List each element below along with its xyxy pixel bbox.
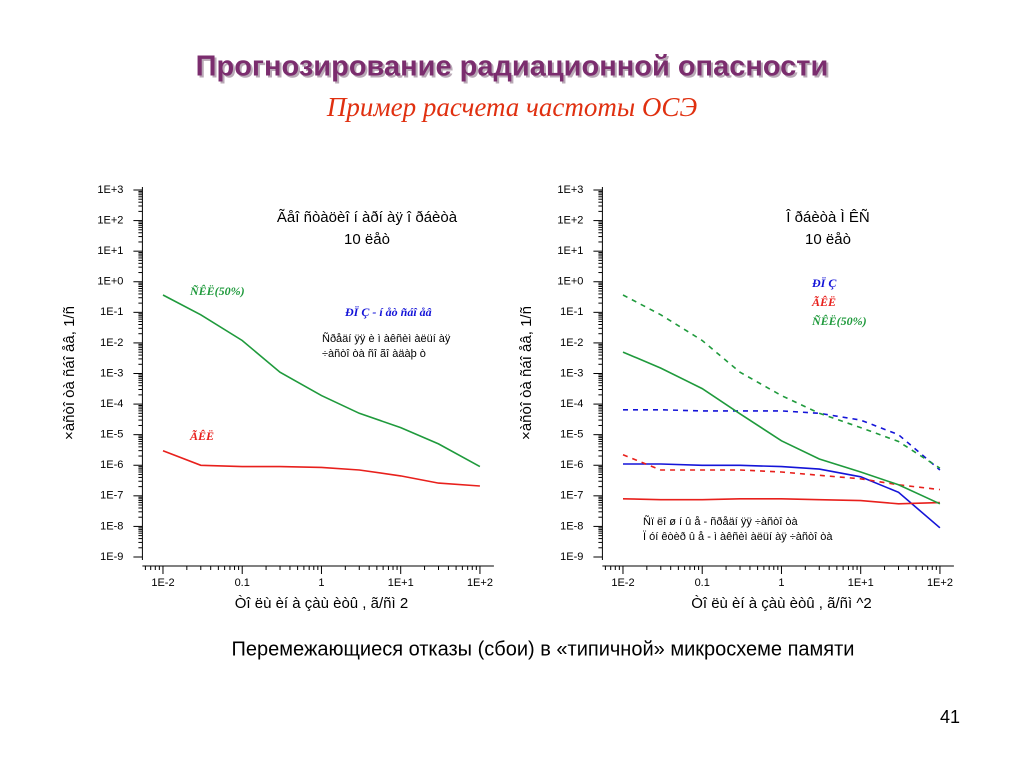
x-tick-label: 0.1 — [235, 577, 250, 589]
y-tick-label: 1E-2 — [560, 337, 583, 349]
y-tick-label: 1E-9 — [100, 551, 123, 563]
y-tick-label: 1E-1 — [560, 306, 583, 318]
series-max-line — [623, 409, 941, 471]
y-tick-label: 1E-4 — [100, 398, 123, 410]
y-tick-label: 1E+2 — [97, 214, 123, 226]
y-tick-label: 1E-8 — [560, 520, 583, 532]
series-line — [622, 498, 940, 505]
series-label: ÃÊË — [189, 429, 214, 443]
y-tick-label: 1E+1 — [557, 245, 583, 257]
note: Ñï ëî ø í û å - ñðåäí ÿÿ ÷àñòî òà — [643, 515, 799, 528]
y-tick-label: 1E-8 — [100, 520, 123, 532]
y-tick-label: 1E+3 — [557, 184, 583, 196]
x-tick-label: 1E+2 — [927, 577, 953, 589]
y-tick-label: 1E-3 — [100, 367, 123, 379]
y-tick-label: 1E-3 — [560, 367, 583, 379]
caption: Перемежающиеся отказы (сбои) в «типичной… — [232, 638, 855, 660]
slide-subtitle: Пример расчета частоты ОСЭ — [326, 92, 698, 122]
y-tick-label: 1E-5 — [100, 429, 123, 441]
series-line — [162, 449, 480, 487]
x-tick-label: 1E-2 — [611, 577, 634, 589]
series-label: ÑÊË(50%) — [189, 284, 245, 298]
y-tick-label: 1E-1 — [100, 306, 123, 318]
annotation: ÐÏ Ç - í åò ñáî åâ — [344, 305, 432, 319]
y-tick-label: 1E+3 — [97, 184, 123, 196]
series-max-line — [622, 294, 941, 469]
note: ÷àñòî òà ñî ãî àäàþ ò — [322, 348, 426, 360]
series-line — [622, 351, 941, 505]
series-line — [623, 463, 941, 529]
slide-title: Прогнозирование радиационной опасности — [196, 51, 829, 83]
x-tick-label: 1E+1 — [848, 577, 874, 589]
y-tick-label: 1E-7 — [100, 490, 123, 502]
y-axis-label: ×àñòî òà ñáî åâ, 1/ñ — [518, 306, 535, 440]
chart-title: 10 ëåò — [344, 231, 390, 248]
x-axis-label: Òî ëù èí à çàù èòû , ã/ñì ^2 — [691, 595, 872, 612]
x-tick-label: 1 — [778, 577, 784, 589]
y-tick-label: 1E-5 — [560, 429, 583, 441]
legend-entry: ÑÊË(50%) — [811, 314, 867, 328]
x-tick-label: 1 — [318, 577, 324, 589]
note: Ï óí êòèð û å - ì àêñèì àëüí àÿ ÷àñòî òà — [643, 531, 833, 543]
y-tick-label: 1E-6 — [560, 459, 583, 471]
note: Ñðåäí ÿÿ è ì àêñèì àëüí àÿ — [322, 332, 451, 345]
x-tick-label: 1E+1 — [388, 577, 414, 589]
x-tick-label: 0.1 — [695, 577, 710, 589]
title-shadow: Прогнозирование радиационной опасности — [198, 53, 831, 85]
series-max-line — [622, 454, 940, 491]
y-tick-label: 1E-9 — [560, 551, 583, 563]
y-tick-label: 1E-7 — [560, 490, 583, 502]
chart-title: Ãåî ñòàöèî í àðí àÿ î ðáèòà — [277, 209, 458, 226]
page-number: 41 — [940, 707, 960, 727]
y-tick-label: 1E-6 — [100, 459, 123, 471]
legend-entry: ÐÏ Ç — [811, 276, 837, 290]
y-tick-label: 1E+0 — [557, 276, 583, 288]
y-axis-label: ×àñòî òà ñáî åâ, 1/ñ — [61, 306, 78, 440]
y-tick-label: 1E+0 — [97, 276, 123, 288]
y-tick-label: 1E-2 — [100, 337, 123, 349]
x-axis-label: Òî ëù èí à çàù èòû , ã/ñì 2 — [235, 595, 408, 612]
legend-entry: ÃÊË — [811, 295, 836, 309]
chart-title: 10 ëåò — [805, 231, 851, 248]
series-line — [162, 294, 481, 468]
y-tick-label: 1E-4 — [560, 398, 583, 410]
chart-title: Î ðáèòà Ì ÊÑ — [785, 209, 869, 226]
x-tick-label: 1E-2 — [151, 577, 174, 589]
x-tick-label: 1E+2 — [467, 577, 493, 589]
y-tick-label: 1E+1 — [97, 245, 123, 257]
y-tick-label: 1E+2 — [557, 214, 583, 226]
